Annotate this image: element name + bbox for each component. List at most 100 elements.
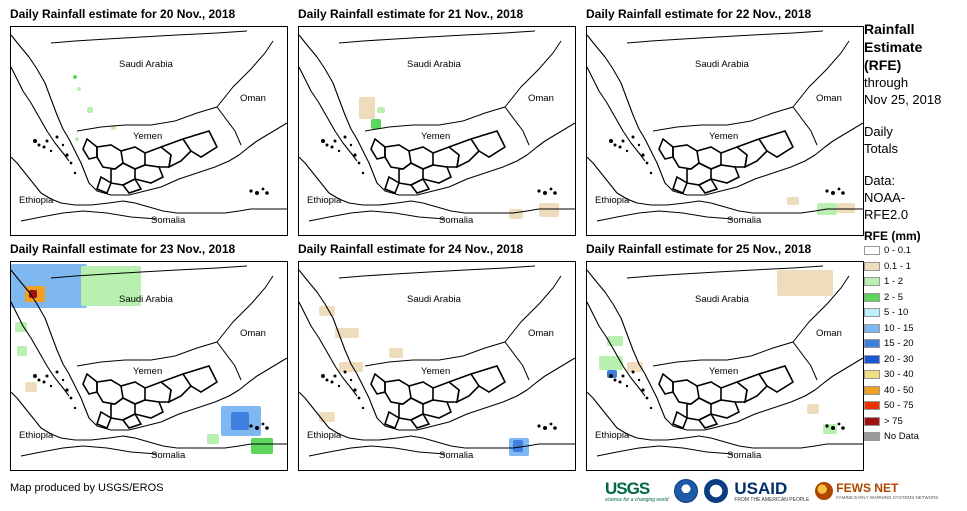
country-border <box>652 106 818 146</box>
governorate-border <box>182 130 219 158</box>
island <box>49 384 53 388</box>
governorate-border <box>672 175 688 195</box>
rainfall-area <box>377 107 385 113</box>
island <box>49 149 53 153</box>
partner-logos: USGS science for a changing world USAID … <box>605 478 938 504</box>
country-border <box>504 275 562 343</box>
rainfall-area <box>87 107 93 113</box>
island <box>841 426 845 430</box>
rainfall-area <box>17 346 27 356</box>
usgs-logo-text: USGS <box>605 478 650 498</box>
doi-seal-icon <box>704 479 729 503</box>
legend-label: 1 - 2 <box>884 276 904 288</box>
rainfall-area <box>25 382 37 392</box>
country-label-somalia: Somalia <box>151 450 186 461</box>
data-label: Data: <box>864 173 896 188</box>
rainfall-area <box>11 264 87 308</box>
island <box>61 143 65 147</box>
governorate-border <box>672 410 688 430</box>
country-label-oman: Oman <box>816 93 842 104</box>
island <box>73 406 77 410</box>
island <box>543 191 547 195</box>
coastline <box>11 66 70 162</box>
island <box>621 374 625 378</box>
governorate-border <box>384 410 400 430</box>
island <box>45 139 49 143</box>
through-date: Nov 25, 2018 <box>864 92 942 107</box>
governorate-border <box>422 164 453 184</box>
coastline <box>587 156 863 214</box>
panel-title: Daily Rainfall estimate for 25 Nov., 201… <box>586 242 812 256</box>
governorate-border <box>720 146 748 168</box>
rainfall-area <box>509 209 523 219</box>
island <box>330 145 334 149</box>
country-border <box>308 210 446 222</box>
governorate-border <box>758 130 795 158</box>
governorate-border <box>710 164 741 184</box>
island <box>265 191 269 195</box>
governorate-border <box>384 175 400 195</box>
country-label-yemen: Yemen <box>421 131 450 142</box>
rainfall-area <box>339 362 363 372</box>
coastline <box>587 34 863 196</box>
country-border <box>364 341 530 381</box>
legend-heading-line3: (RFE) <box>864 57 902 73</box>
legend-label: 15 - 20 <box>884 338 914 350</box>
legend-sidebar: Rainfall Estimate (RFE) through Nov 25, … <box>864 20 964 445</box>
rainfall-area <box>81 266 141 306</box>
legend-swatch <box>864 432 880 442</box>
country-label-yemen: Yemen <box>133 131 162 142</box>
legend-item: 10 - 15 <box>864 321 964 337</box>
governorate-border <box>736 138 769 169</box>
governorate-border <box>182 365 219 393</box>
legend-swatch <box>864 401 880 411</box>
legend-item: 15 - 20 <box>864 336 964 352</box>
rainfall-map: Saudi Arabia Oman Yemen Ethiopia Somalia <box>10 261 288 471</box>
governorate-border <box>398 397 424 421</box>
legend-item: 30 - 40 <box>864 367 964 383</box>
usaid-logo: USAID FROM THE AMERICAN PEOPLE <box>734 480 809 503</box>
island <box>625 384 629 388</box>
country-border <box>504 40 562 108</box>
map-panel: Daily Rainfall estimate for 20 Nov., 201… <box>10 6 290 236</box>
country-label-saudi-arabia: Saudi Arabia <box>407 59 462 70</box>
rainfall-area <box>607 336 623 346</box>
legend-label: 0 - 0.1 <box>884 245 911 257</box>
island <box>65 153 69 157</box>
island <box>361 171 365 175</box>
governorate-border <box>160 373 193 404</box>
island <box>631 135 635 139</box>
coastline <box>299 156 575 214</box>
island <box>831 191 835 195</box>
island <box>333 374 337 378</box>
usaid-logo-tagline: FROM THE AMERICAN PEOPLE <box>734 496 810 503</box>
island <box>553 426 557 430</box>
island <box>645 396 649 400</box>
island <box>337 149 341 153</box>
country-border <box>364 106 530 146</box>
country-label-somalia: Somalia <box>151 215 186 226</box>
legend-item: 50 - 75 <box>864 398 964 414</box>
legend-title: RFE (mm) <box>864 229 921 243</box>
governorate-border <box>409 177 431 194</box>
country-label-saudi-arabia: Saudi Arabia <box>695 59 750 70</box>
legend-label: 30 - 40 <box>884 369 914 381</box>
island <box>261 422 265 426</box>
legend-item: 2 - 5 <box>864 290 964 306</box>
island <box>337 384 341 388</box>
island <box>357 396 361 400</box>
rainfall-area <box>251 438 273 454</box>
legend-label: 5 - 10 <box>884 307 909 319</box>
governorate-border <box>697 177 719 194</box>
governorate-border <box>470 130 507 158</box>
island <box>357 161 361 165</box>
through-label: through <box>864 75 909 90</box>
legend-item: 1 - 2 <box>864 274 964 290</box>
legend-item: 5 - 10 <box>864 305 964 321</box>
fews-net-logo-text: FEWS NET <box>836 481 899 495</box>
island <box>33 374 37 378</box>
map-svg: Saudi Arabia Oman Yemen Ethiopia Somalia <box>587 265 863 461</box>
country-label-yemen: Yemen <box>709 131 738 142</box>
island <box>837 187 841 191</box>
legend-item: 40 - 50 <box>864 383 964 399</box>
